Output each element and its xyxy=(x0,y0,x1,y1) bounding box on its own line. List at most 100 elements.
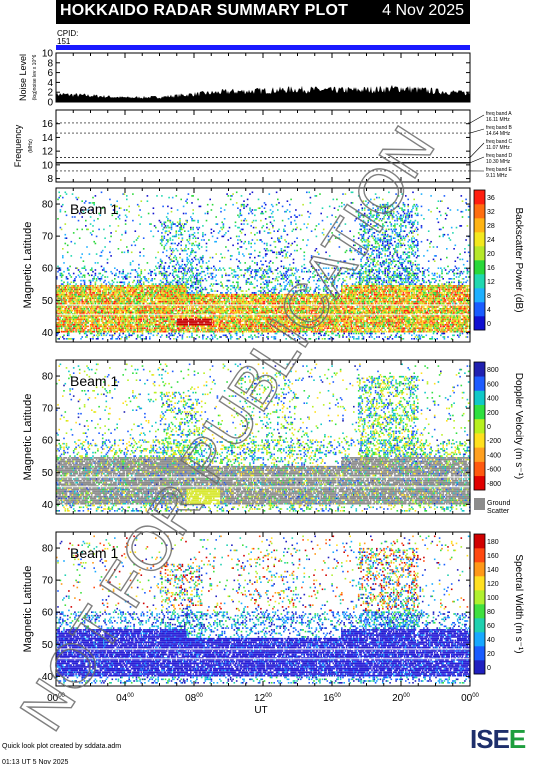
power-ytick-label: 70 xyxy=(42,232,54,243)
frequency-ytick-label: 10 xyxy=(42,160,54,171)
power-colorbar-segment xyxy=(474,204,485,218)
noise-ytick-label: 2 xyxy=(47,88,53,99)
power-colorbar-segment xyxy=(474,302,485,316)
width-ytick-label: 80 xyxy=(42,544,54,555)
velocity-colorbar-segment xyxy=(474,405,485,420)
power-colorbar-tick: 28 xyxy=(487,223,495,230)
width-colorbar-tick: 20 xyxy=(487,651,495,658)
freq-band-value: 11.07 MHz xyxy=(486,145,510,151)
power-colorbar-segment xyxy=(474,218,485,232)
ground-scatter-label: Ground xyxy=(487,500,510,507)
isee-logo: ISEE xyxy=(470,724,526,754)
width-ytick-label: 70 xyxy=(42,576,54,587)
width-colorbar-segment xyxy=(474,562,485,576)
power-colorbar-segment xyxy=(474,246,485,260)
velocity-ytick-label: 70 xyxy=(42,404,54,415)
footer-credit: Quick look plot created by sddata.adm xyxy=(2,739,121,755)
velocity-colorbar-label: Doppler Velocity (m s⁻¹) xyxy=(513,373,524,479)
power-colorbar-tick: 4 xyxy=(487,307,491,314)
power-colorbar-tick: 24 xyxy=(487,237,495,244)
ground-scatter-swatch xyxy=(474,498,485,510)
data-gap-band xyxy=(56,477,470,478)
width-colorbar-segment xyxy=(474,590,485,604)
footer: Quick look plot created by sddata.adm 01… xyxy=(2,739,121,771)
power-colorbar-tick: 32 xyxy=(487,209,495,216)
velocity-colorbar-tick: 800 xyxy=(487,367,499,374)
xtick-label: 0800 xyxy=(185,693,203,704)
width-colorbar-tick: 40 xyxy=(487,637,495,644)
data-gap-band xyxy=(56,305,470,306)
width-colorbar-segment xyxy=(474,646,485,660)
power-colorbar-tick: 36 xyxy=(487,195,495,202)
velocity-colorbar-segment xyxy=(474,447,485,462)
width-colorbar-segment xyxy=(474,604,485,618)
frequency-ytick-label: 14 xyxy=(42,133,54,144)
velocity-ytick-label: 40 xyxy=(42,500,54,511)
frequency-ytick-label: 8 xyxy=(47,174,53,185)
width-colorbar-segment xyxy=(474,632,485,646)
velocity-colorbar-tick: 400 xyxy=(487,396,499,403)
velocity-beam-label: Beam 1 xyxy=(70,373,118,389)
velocity-colorbar-tick: 200 xyxy=(487,410,499,417)
velocity-colorbar-tick: -400 xyxy=(487,452,501,459)
power-colorbar-segment xyxy=(474,316,485,330)
ground-scatter-label: Scatter xyxy=(487,508,510,515)
power-ytick-label: 60 xyxy=(42,264,54,275)
width-colorbar-tick: 120 xyxy=(487,581,499,588)
noise-ytick-label: 8 xyxy=(47,58,53,69)
freq-band-leader xyxy=(470,115,484,123)
velocity-ytick-label: 80 xyxy=(42,372,54,383)
footer-created: 01:13 UT 5 Nov 2025 xyxy=(2,755,121,771)
frequency-ylabel-sub: (MHz) xyxy=(28,139,34,153)
width-colorbar-tick: 80 xyxy=(487,609,495,616)
width-colorbar-tick: 60 xyxy=(487,623,495,630)
width-colorbar-tick: 160 xyxy=(487,553,499,560)
xtick-label: 0000 xyxy=(461,693,479,704)
freq-band-leader xyxy=(470,157,484,163)
noise-ytick-label: 6 xyxy=(47,68,53,79)
velocity-colorbar-segment xyxy=(474,376,485,391)
noise-ytick-label: 4 xyxy=(47,78,53,89)
power-colorbar-tick: 8 xyxy=(487,293,491,300)
width-colorbar-segment xyxy=(474,576,485,590)
power-colorbar-segment xyxy=(474,190,485,204)
freq-band-leader xyxy=(470,129,484,133)
velocity-colorbar-segment xyxy=(474,462,485,477)
xaxis-label: UT xyxy=(254,705,267,716)
power-colorbar-tick: 16 xyxy=(487,265,495,272)
velocity-ylabel: Magnetic Latitude xyxy=(22,394,34,481)
velocity-colorbar-segment xyxy=(474,390,485,405)
power-colorbar-segment xyxy=(474,288,485,302)
data-gap-band xyxy=(56,486,470,487)
power-ylabel: Magnetic Latitude xyxy=(22,222,34,309)
power-ytick-label: 40 xyxy=(42,328,54,339)
velocity-colorbar-segment xyxy=(474,362,485,377)
power-colorbar-label: Backscatter Power (dB) xyxy=(513,207,524,312)
velocity-colorbar-tick: -600 xyxy=(487,467,501,474)
freq-band-value: 14.64 MHz xyxy=(486,131,511,137)
power-colorbar-segment xyxy=(474,274,485,288)
width-colorbar-segment xyxy=(474,548,485,562)
velocity-colorbar-segment xyxy=(474,433,485,448)
velocity-colorbar-segment xyxy=(474,476,485,491)
width-colorbar-segment xyxy=(474,618,485,632)
velocity-ytick-label: 50 xyxy=(42,468,54,479)
frequency-ytick-label: 16 xyxy=(42,119,54,130)
power-colorbar-tick: 20 xyxy=(487,251,495,258)
width-colorbar-tick: 140 xyxy=(487,567,499,574)
width-ylabel: Magnetic Latitude xyxy=(22,566,34,653)
width-colorbar-label: Spectral Width (m s⁻¹) xyxy=(513,554,524,653)
width-colorbar-tick: 180 xyxy=(487,539,499,546)
xtick-label: 1200 xyxy=(254,693,272,704)
freq-band-value: 16.11 MHz xyxy=(486,117,510,123)
isee-logo-text: ISEE xyxy=(470,724,525,755)
power-colorbar-tick: 12 xyxy=(487,279,495,286)
freq-band-leader xyxy=(470,143,484,158)
power-ytick-label: 80 xyxy=(42,200,54,211)
noise-ytick-label: 0 xyxy=(47,98,53,109)
velocity-colorbar-tick: -200 xyxy=(487,438,501,445)
width-colorbar-tick: 100 xyxy=(487,595,499,602)
velocity-colorbar-segment xyxy=(474,419,485,434)
freq-band-value: 9.11 MHz xyxy=(486,173,508,179)
